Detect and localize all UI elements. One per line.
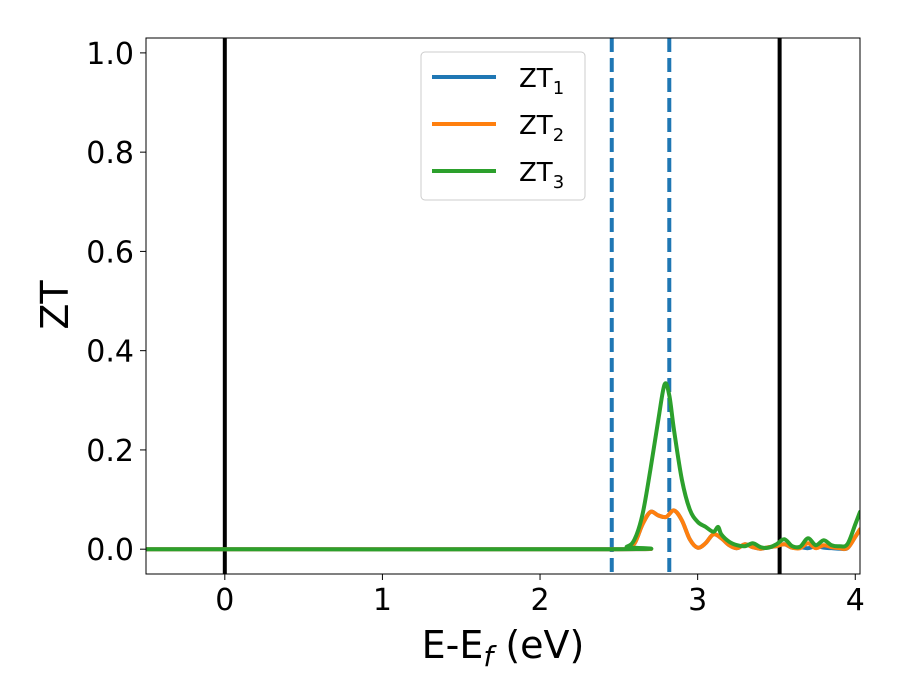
y-tick-label: 0.6 — [86, 235, 134, 270]
legend-frame — [420, 51, 586, 201]
y-tick-label: 0.8 — [86, 136, 134, 171]
y-axis-label: ZT — [33, 280, 77, 330]
x-tick-label: 2 — [530, 583, 549, 618]
y-axis-ticks: 0.0 0.2 0.4 0.6 0.8 1.0 — [86, 37, 146, 568]
series-line-zt3 — [146, 381, 860, 552]
x-axis-label: E-Ef (eV) — [422, 623, 585, 673]
legend-label-zt3: ZT3 — [519, 158, 564, 193]
x-tick-label: 4 — [846, 583, 865, 618]
legend-label-zt1: ZT1 — [519, 64, 564, 99]
y-tick-label: 0.4 — [86, 335, 134, 370]
legend: ZT1 ZT2 ZT3 — [420, 51, 586, 201]
y-tick-label: 1.0 — [86, 37, 134, 72]
plot-frame — [145, 37, 861, 575]
y-tick-label: 0.0 — [86, 533, 134, 568]
y-tick-label: 0.2 — [86, 434, 134, 469]
series-layer — [146, 381, 860, 552]
x-tick-label: 1 — [373, 583, 392, 618]
x-tick-label: 0 — [215, 583, 234, 618]
reference-lines — [222, 38, 782, 574]
x-tick-label: 3 — [688, 583, 707, 618]
legend-label-zt2: ZT2 — [519, 111, 564, 146]
x-axis-ticks: 0 1 2 3 4 — [215, 574, 865, 618]
